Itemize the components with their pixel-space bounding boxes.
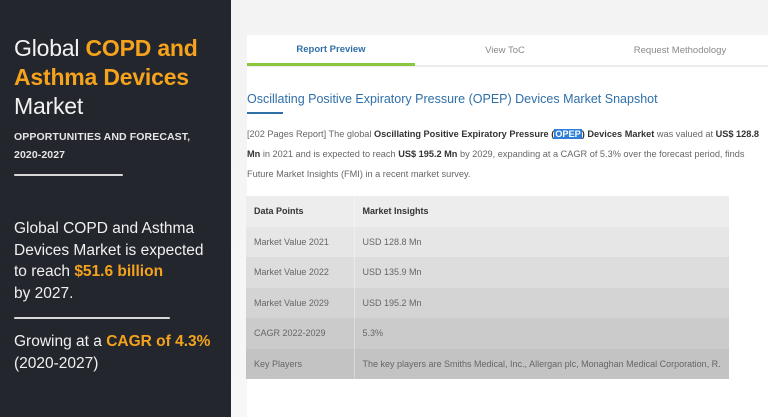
table-cell: Market Value 2021 bbox=[246, 226, 355, 257]
para-bold: US$ 128.8 Mn bbox=[247, 129, 760, 159]
growth-prefix: Growing at a bbox=[14, 333, 107, 350]
table-cell: USD 135.9 Mn bbox=[362, 267, 422, 278]
title-highlight: COPD and Asthma Devices bbox=[14, 35, 198, 90]
summary-text: Global COPD and Asthma Devices Market is… bbox=[14, 220, 204, 280]
divider bbox=[14, 174, 123, 176]
table-cell: Market Value 2029 bbox=[246, 287, 355, 318]
growth-period: (2020-2027) bbox=[14, 354, 99, 372]
table-header-row: Data Points Market Insights bbox=[246, 196, 729, 227]
subtitle-line-1: OPPORTUNITIES AND FORECAST, bbox=[14, 131, 191, 143]
tab-bar: Report Preview View ToC Request Methodol… bbox=[247, 35, 768, 67]
table-row: Market Value 2022 USD 135.9 Mn bbox=[246, 257, 729, 288]
para-text: in 2021 and is expected to reach bbox=[260, 149, 399, 159]
para-text: by 2029, expanding at a CAGR of 5.3% ove… bbox=[247, 149, 745, 179]
divider bbox=[14, 317, 170, 319]
growth-highlight: CAGR of 4.3% bbox=[106, 333, 211, 350]
table-row: Market Value 2029 USD 195.2 Mn bbox=[246, 287, 729, 318]
table-cell: 5.3% bbox=[362, 328, 384, 339]
para-bold: US$ 195.2 Mn bbox=[398, 149, 458, 159]
summary-end: by 2027. bbox=[14, 284, 74, 302]
table-cell: USD 195.2 Mn bbox=[362, 297, 422, 308]
summary-highlight: $51.6 billion bbox=[74, 263, 164, 280]
subtitle-line-2: 2020-2027 bbox=[14, 149, 66, 161]
para-text: [202 Pages Report] The global bbox=[247, 129, 375, 139]
title-prefix: Global bbox=[14, 35, 86, 61]
title-suffix: Market bbox=[14, 93, 84, 119]
infographic-title: Global COPD and Asthma Devices Market bbox=[14, 34, 219, 121]
title-underline bbox=[247, 112, 283, 114]
snapshot-title: Oscillating Positive Expiratory Pressure… bbox=[247, 92, 658, 106]
table-row: Market Value 2021 USD 128.8 Mn bbox=[246, 226, 729, 257]
table-cell: The key players are Smiths Medical, Inc.… bbox=[362, 358, 721, 369]
table-row: Key Players The key players are Smiths M… bbox=[246, 348, 729, 379]
market-insights-table: Data Points Market Insights Market Value… bbox=[246, 196, 729, 379]
tab-report-preview[interactable]: Report Preview bbox=[247, 35, 415, 66]
tab-request-methodology[interactable]: Request Methodology bbox=[633, 44, 727, 56]
infographic-panel: Global COPD and Asthma Devices Market OP… bbox=[0, 0, 231, 417]
table-row: CAGR 2022-2029 5.3% bbox=[246, 318, 729, 349]
selected-text[interactable]: OPEP bbox=[554, 129, 582, 139]
growth-summary: Growing at a CAGR of 4.3% (2020-2027) bbox=[14, 331, 219, 374]
header-data-points: Data Points bbox=[246, 196, 355, 227]
snapshot-paragraph: [202 Pages Report] The global Oscillatin… bbox=[247, 124, 762, 184]
table-cell: Key Players bbox=[246, 348, 355, 379]
table-cell: USD 128.8 Mn bbox=[362, 236, 422, 247]
infographic-subtitle: OPPORTUNITIES AND FORECAST, 2020-2027 bbox=[14, 128, 219, 164]
para-bold: ) Devices Market bbox=[581, 129, 655, 139]
table-cell: CAGR 2022-2029 bbox=[246, 318, 355, 349]
tab-view-toc[interactable]: View ToC bbox=[485, 44, 525, 56]
para-text: was valued at bbox=[654, 129, 716, 139]
market-summary: Global COPD and Asthma Devices Market is… bbox=[14, 218, 219, 304]
report-panel: Report Preview View ToC Request Methodol… bbox=[231, 0, 768, 417]
table-cell: Market Value 2022 bbox=[246, 257, 355, 288]
para-bold: Oscillating Positive Expiratory Pressure… bbox=[374, 129, 555, 139]
header-market-insights: Market Insights bbox=[362, 206, 429, 217]
